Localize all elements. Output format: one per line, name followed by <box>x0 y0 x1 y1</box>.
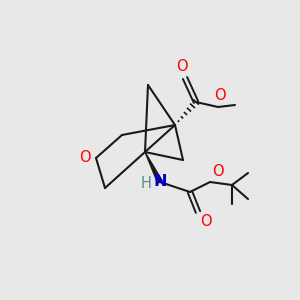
Text: O: O <box>200 214 212 229</box>
Text: O: O <box>80 151 91 166</box>
Polygon shape <box>145 152 162 183</box>
Text: O: O <box>214 88 226 103</box>
Text: H: H <box>141 176 152 190</box>
Text: O: O <box>212 164 224 179</box>
Text: O: O <box>176 59 188 74</box>
Text: N: N <box>153 173 167 188</box>
